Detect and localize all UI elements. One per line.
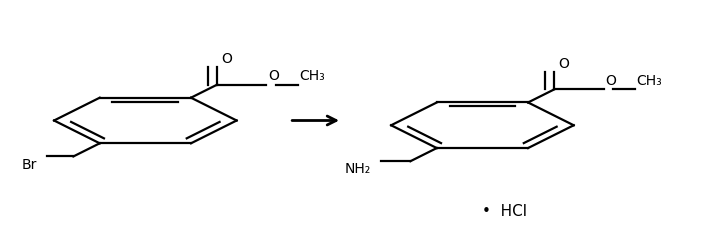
Text: CH₃: CH₃ bbox=[300, 69, 325, 83]
Text: O: O bbox=[268, 69, 278, 83]
Text: O: O bbox=[558, 57, 569, 71]
Text: O: O bbox=[221, 52, 232, 66]
Text: CH₃: CH₃ bbox=[637, 74, 662, 88]
Text: NH₂: NH₂ bbox=[344, 162, 370, 176]
Text: O: O bbox=[605, 74, 616, 88]
Text: Br: Br bbox=[21, 158, 37, 172]
Text: •  HCl: • HCl bbox=[482, 203, 527, 219]
